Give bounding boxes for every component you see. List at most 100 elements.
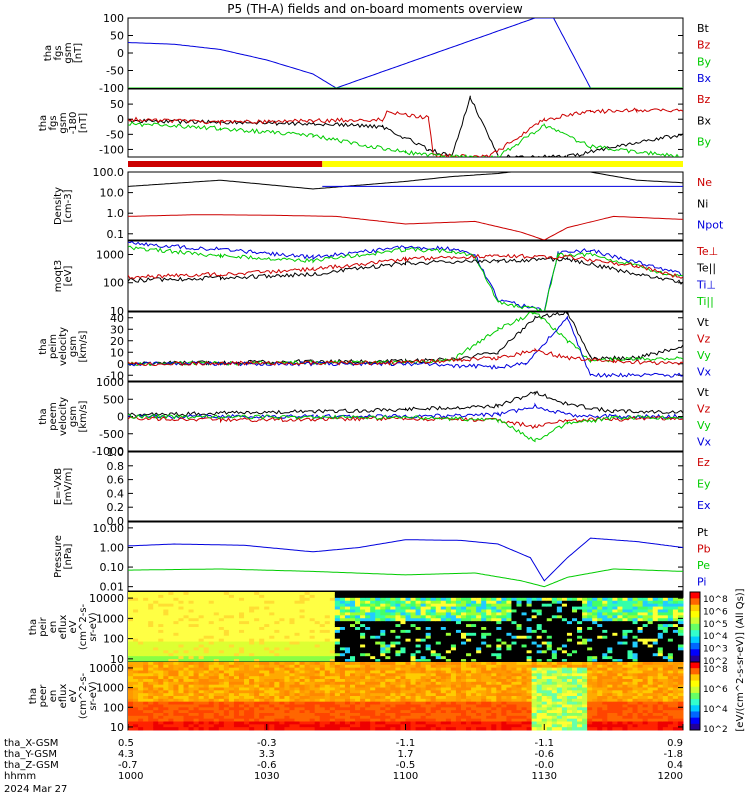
heatmap-cell xyxy=(365,727,371,730)
heatmap-cell xyxy=(355,690,361,693)
heatmap-cell xyxy=(436,633,442,636)
heatmap-cell xyxy=(451,633,457,636)
heatmap-cell xyxy=(234,699,240,702)
heatmap-cell xyxy=(279,682,285,685)
heatmap-cell xyxy=(153,656,159,659)
heatmap-cell xyxy=(229,598,235,601)
heatmap-cell xyxy=(385,716,391,719)
heatmap-cell xyxy=(365,621,371,624)
heatmap-cell xyxy=(274,615,280,618)
heatmap-cell xyxy=(274,604,280,607)
heatmap-cell xyxy=(542,624,548,627)
heatmap-cell xyxy=(315,724,321,727)
heatmap-cell xyxy=(163,595,169,598)
heatmap-cell xyxy=(501,716,507,719)
heatmap-cell xyxy=(370,645,376,648)
heatmap-cell xyxy=(244,627,250,630)
heatmap-cell xyxy=(476,665,482,668)
heatmap-cell xyxy=(168,612,174,615)
heatmap-cell xyxy=(638,630,644,633)
heatmap-cell xyxy=(168,642,174,645)
heatmap-cell xyxy=(456,607,462,610)
heatmap-cell xyxy=(648,618,654,621)
heatmap-cell xyxy=(219,592,225,595)
heatmap-cell xyxy=(305,724,311,727)
heatmap-cell xyxy=(370,639,376,642)
heatmap-cell xyxy=(532,682,538,685)
heatmap-cell xyxy=(138,610,144,613)
heatmap-cell xyxy=(274,618,280,621)
heatmap-cell xyxy=(436,607,442,610)
heatmap-cell xyxy=(330,699,336,702)
heatmap-cell xyxy=(224,656,230,659)
heatmap-cell xyxy=(673,598,679,601)
heatmap-cell xyxy=(214,630,220,633)
heatmap-cell xyxy=(173,656,179,659)
heatmap-cell xyxy=(421,633,427,636)
heatmap-cell xyxy=(416,601,422,604)
heatmap-cell xyxy=(395,699,401,702)
heatmap-cell xyxy=(244,607,250,610)
heatmap-cell xyxy=(355,612,361,615)
heatmap-cell xyxy=(491,627,497,630)
heatmap-cell xyxy=(582,627,588,630)
heatmap-cell xyxy=(582,612,588,615)
heatmap-cell xyxy=(199,716,205,719)
heatmap-cell xyxy=(315,633,321,636)
heatmap-cell xyxy=(259,639,265,642)
heatmap-cell xyxy=(436,610,442,613)
heatmap-cell xyxy=(668,642,674,645)
heatmap-cell xyxy=(517,615,523,618)
heatmap-cell xyxy=(199,650,205,653)
heatmap-cell xyxy=(602,650,608,653)
heatmap-cell xyxy=(300,627,306,630)
heatmap-cell xyxy=(678,621,684,624)
heatmap-cell xyxy=(143,727,149,730)
heatmap-cell xyxy=(350,699,356,702)
heatmap-cell xyxy=(173,682,179,685)
heatmap-cell xyxy=(486,624,492,627)
heatmap-cell xyxy=(537,645,543,648)
heatmap-cell xyxy=(542,650,548,653)
heatmap-cell xyxy=(456,653,462,656)
heatmap-cell xyxy=(436,624,442,627)
heatmap-cell xyxy=(370,665,376,668)
heatmap-cell xyxy=(562,653,568,656)
heatmap-cell xyxy=(577,624,583,627)
heatmap-cell xyxy=(390,636,396,639)
heatmap-cell xyxy=(209,636,215,639)
heatmap-cell xyxy=(330,682,336,685)
heatmap-cell xyxy=(501,595,507,598)
heatmap-cell xyxy=(375,690,381,693)
heatmap-cell xyxy=(532,621,538,624)
heatmap-cell xyxy=(249,645,255,648)
heatmap-cell xyxy=(163,610,169,613)
heatmap-cell xyxy=(153,627,159,630)
heatmap-cell xyxy=(597,604,603,607)
heatmap-cell xyxy=(431,615,437,618)
heatmap-cell xyxy=(436,716,442,719)
heatmap-cell xyxy=(380,598,386,601)
heatmap-cell xyxy=(194,645,200,648)
heatmap-cell xyxy=(370,607,376,610)
heatmap-cell xyxy=(295,699,301,702)
heatmap-cell xyxy=(153,665,159,668)
heatmap-cell xyxy=(456,592,462,595)
heatmap-cell xyxy=(239,592,245,595)
heatmap-cell xyxy=(335,665,341,668)
heatmap-cell xyxy=(148,592,154,595)
heatmap-cell xyxy=(522,653,528,656)
heatmap-cell xyxy=(562,645,568,648)
heatmap-cell xyxy=(486,656,492,659)
heatmap-cell xyxy=(284,607,290,610)
heatmap-cell xyxy=(572,647,578,650)
heatmap-cell xyxy=(264,699,270,702)
heatmap-cell xyxy=(416,633,422,636)
heatmap-cell xyxy=(517,610,523,613)
heatmap-cell xyxy=(390,618,396,621)
heatmap-cell xyxy=(199,699,205,702)
heatmap-cell xyxy=(219,598,225,601)
heatmap-cell xyxy=(451,665,457,668)
panel-frame xyxy=(128,18,683,88)
heatmap-cell xyxy=(279,716,285,719)
